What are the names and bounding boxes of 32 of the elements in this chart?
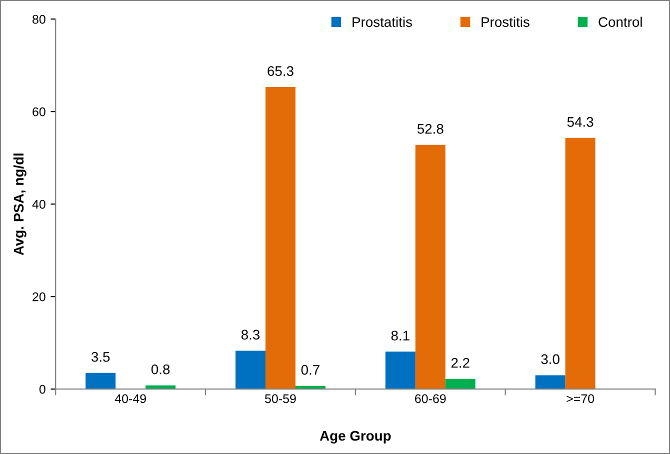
y-tick-label: 80 [32, 14, 46, 24]
y-tick-label: 20 [32, 292, 46, 302]
bar [385, 352, 416, 390]
legend-label: Prostatitis [352, 16, 412, 27]
data-label: 3.5 [91, 352, 110, 362]
x-axis-title: Age Group [320, 430, 391, 444]
bar [86, 372, 116, 390]
data-label: 8.3 [241, 330, 260, 340]
legend-label: Control [598, 16, 642, 27]
bar [265, 87, 296, 390]
x-tick-label: >=70 [566, 394, 594, 404]
x-tick-label: 40-49 [114, 394, 146, 404]
data-label: 3.0 [541, 354, 560, 364]
data-label: 0.8 [151, 364, 170, 374]
data-label: 54.3 [567, 117, 594, 127]
x-tick-label: 50-59 [264, 394, 296, 404]
data-label: 8.1 [391, 330, 410, 341]
data-label: 65.3 [268, 66, 294, 76]
bar [565, 138, 596, 390]
y-tick-label: 0 [39, 384, 46, 394]
legend-label: Prostitis [482, 16, 530, 27]
bar [535, 375, 566, 390]
y-axis-title: Avg. PSA, ng/dl [13, 154, 26, 256]
bar [236, 350, 266, 390]
bar [415, 144, 446, 390]
data-label: 52.8 [417, 124, 444, 134]
y-tick-label: 40 [32, 200, 46, 209]
y-tick-label: 60 [32, 107, 46, 116]
x-tick-label: 60-69 [415, 394, 446, 404]
bar [445, 378, 476, 390]
data-label: 0.7 [301, 364, 320, 375]
data-label: 2.2 [451, 358, 470, 368]
